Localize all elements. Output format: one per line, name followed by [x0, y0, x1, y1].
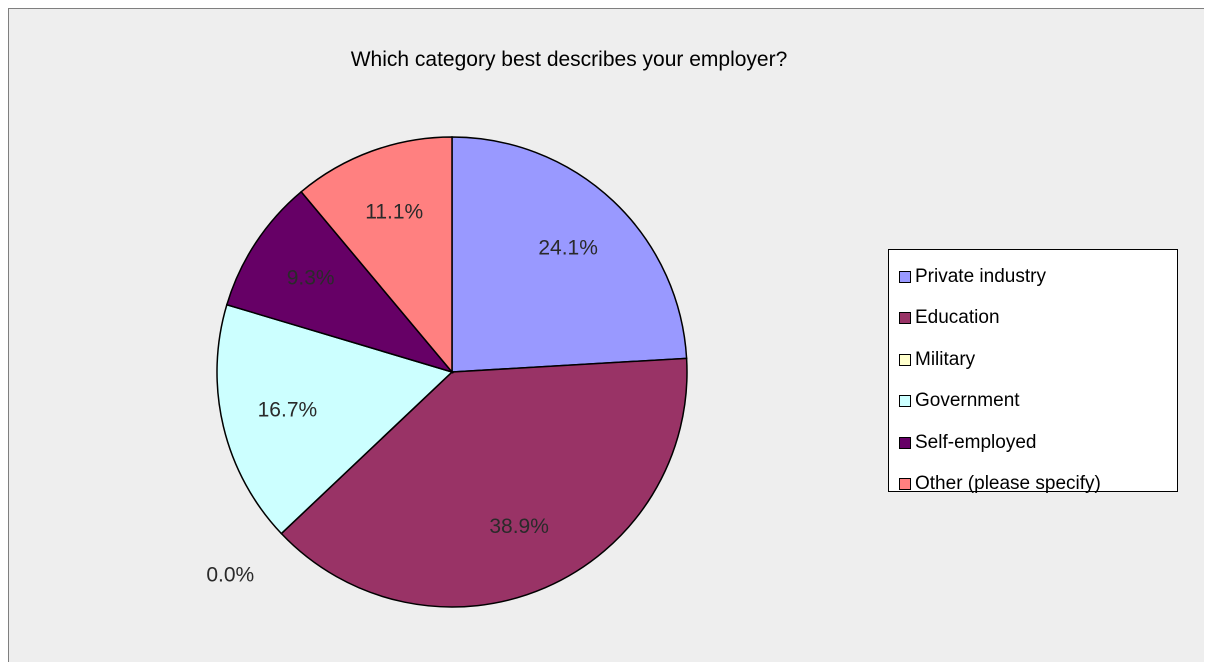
legend-item-military: Military	[899, 339, 1177, 381]
data-label-other-please-specify: 11.1%	[365, 201, 423, 224]
pie-slice-government	[216, 303, 454, 535]
legend-swatch	[899, 478, 911, 491]
legend-item-education: Education	[899, 298, 1177, 340]
legend-item-government: Government	[899, 381, 1177, 423]
legend-item-private-industry: Private industry	[899, 256, 1177, 298]
data-label-education: 38.9%	[489, 515, 549, 538]
data-label-private-industry: 24.1%	[538, 236, 598, 259]
data-label-self-employed: 9.3%	[287, 267, 335, 290]
data-label-government: 16.7%	[258, 399, 318, 422]
legend-swatch	[899, 395, 911, 408]
legend-swatch	[899, 353, 911, 366]
legend-swatch	[899, 436, 911, 449]
pie-slice-other-please-specify	[300, 136, 453, 375]
legend-label: Government	[915, 390, 1020, 412]
legend-item-self-employed: Self-employed	[899, 422, 1177, 464]
legend-label: Private industry	[915, 265, 1046, 287]
legend-label: Self-employed	[915, 431, 1037, 453]
legend-label: Education	[915, 307, 1000, 329]
pie-slice-education	[280, 357, 688, 608]
chart-legend: Private industry Education Military Governm…	[888, 249, 1178, 494]
legend-label: Other (please specify)	[915, 473, 1101, 495]
legend-swatch	[899, 270, 911, 283]
legend-label: Military	[915, 348, 976, 370]
chart-title: Which category best describes your emplo…	[350, 48, 788, 71]
pie-slice-private-industry	[451, 136, 688, 373]
legend-item-other-please-specify: Other (please specify)	[899, 464, 1177, 506]
legend-swatch	[899, 312, 911, 325]
pie-slice-self-employed	[225, 190, 455, 374]
data-label-military: 0.0%	[206, 563, 254, 586]
